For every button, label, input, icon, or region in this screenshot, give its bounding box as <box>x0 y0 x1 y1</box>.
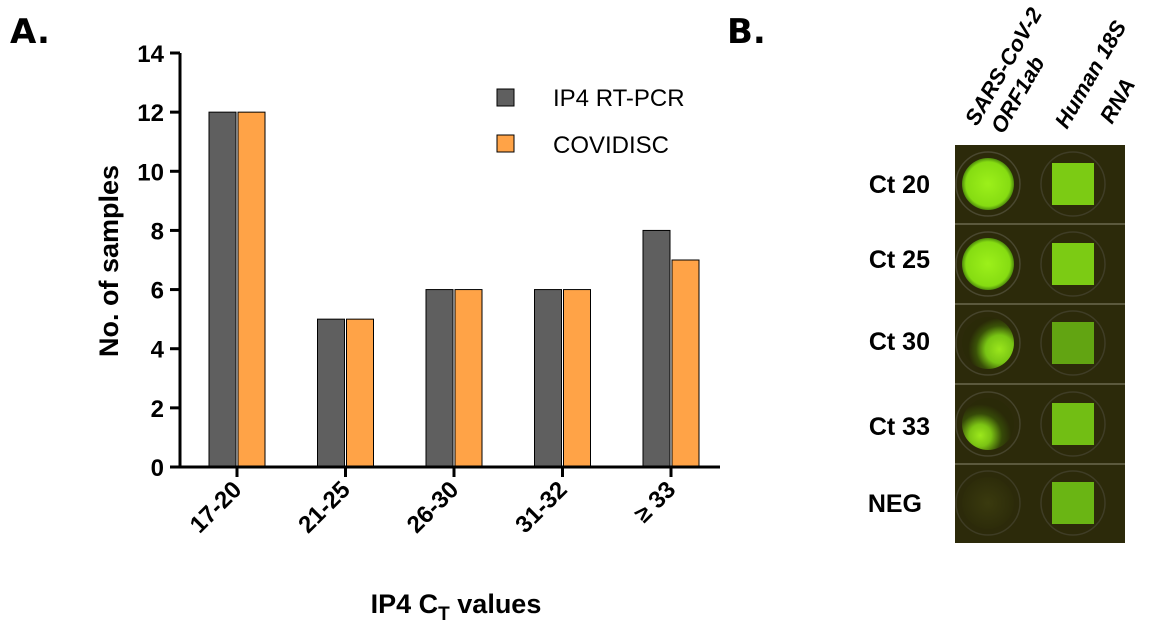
fluorescence-image: SARS-CoV-2 ORF1ab Human 18S RNA <box>868 3 1140 543</box>
y-axis-title: No. of samples <box>94 165 124 357</box>
y-tick-label: 0 <box>151 455 164 482</box>
bar-ip4-rt-pcr-3 <box>425 289 454 468</box>
y-tick-label: 6 <box>151 278 164 305</box>
legend: IP4 RT-PCR COVIDISC <box>496 85 685 159</box>
human-18s-spot <box>1052 322 1094 364</box>
x-tick-label: 31-32 <box>510 476 573 539</box>
bar-chart: 17-20 21-25 26-30 31-32 ≥ 33 0 2 4 6 8 10 12 14 No. … <box>94 41 720 621</box>
row-label-ct30: Ct 30 <box>869 328 930 356</box>
chart-axes <box>170 51 720 477</box>
x-tick-label: ≥ 33 <box>629 476 681 528</box>
sars-cov-2-spot <box>962 238 1014 290</box>
well-outline <box>955 151 1021 217</box>
human-18s-spot <box>1052 482 1094 524</box>
bars-layer <box>208 111 700 468</box>
human-18s-spot <box>1052 403 1094 445</box>
bar-ip4-rt-pcr-1 <box>208 111 237 468</box>
human-18s-spot <box>1052 163 1094 205</box>
legend-swatch-covidisc <box>496 134 515 153</box>
row-label-ct33: Ct 33 <box>869 413 930 441</box>
y-tick-label: 14 <box>137 41 164 68</box>
panel-a-label: A. <box>10 12 50 52</box>
legend-label-covidisc: COVIDISC <box>553 132 669 159</box>
well-outline <box>955 310 1021 376</box>
sars-cov-2-spot <box>962 158 1014 210</box>
x-axis-title: IP4 CT values <box>371 589 542 621</box>
row-label-ct25: Ct 25 <box>869 246 930 274</box>
y-tick-label: 4 <box>151 337 165 364</box>
row-label-neg: NEG <box>868 490 922 518</box>
x-tick-label: 26-30 <box>402 476 465 539</box>
well-outline <box>1040 151 1106 217</box>
well-outline <box>1040 470 1106 536</box>
bar-covidisc-4 <box>563 289 591 468</box>
sars-cov-2-spot <box>962 317 1014 369</box>
column-label-human-18s-line2: RNA <box>1095 74 1140 128</box>
x-tick-label: 21-25 <box>293 476 356 539</box>
y-tick-label: 12 <box>137 100 164 127</box>
x-axis-title-subscript: T <box>438 604 450 621</box>
human-18s-spot <box>1052 243 1094 285</box>
bar-covidisc-3 <box>454 289 483 468</box>
well-outline <box>955 231 1021 297</box>
sars-cov-2-spot <box>962 477 1014 529</box>
bar-ip4-rt-pcr-4 <box>534 289 562 468</box>
sars-cov-2-spot <box>962 398 1014 450</box>
y-tick-label: 10 <box>137 159 164 186</box>
bar-ip4-rt-pcr-5 <box>642 229 671 468</box>
row-label-ct20: Ct 20 <box>869 171 930 199</box>
bar-covidisc-1 <box>237 111 266 468</box>
legend-swatch-ip4-rt-pcr <box>496 88 515 107</box>
bar-covidisc-5 <box>671 259 700 468</box>
well-outline <box>1040 231 1106 297</box>
well-outline <box>955 470 1021 536</box>
panel-b-label: B. <box>727 12 766 52</box>
bar-ip4-rt-pcr-2 <box>317 318 345 468</box>
y-tick-label: 2 <box>151 396 164 423</box>
x-axis-title-rest: values <box>450 589 542 619</box>
x-tick-label: 17-20 <box>185 476 248 539</box>
legend-label-ip4-rt-pcr: IP4 RT-PCR <box>553 85 685 112</box>
x-axis-title-main: IP4 C <box>371 589 439 619</box>
well-outline <box>1040 310 1106 376</box>
well-outline <box>955 391 1021 457</box>
y-tick-label: 8 <box>151 218 164 245</box>
well-outline <box>1040 391 1106 457</box>
bar-covidisc-2 <box>346 318 374 468</box>
